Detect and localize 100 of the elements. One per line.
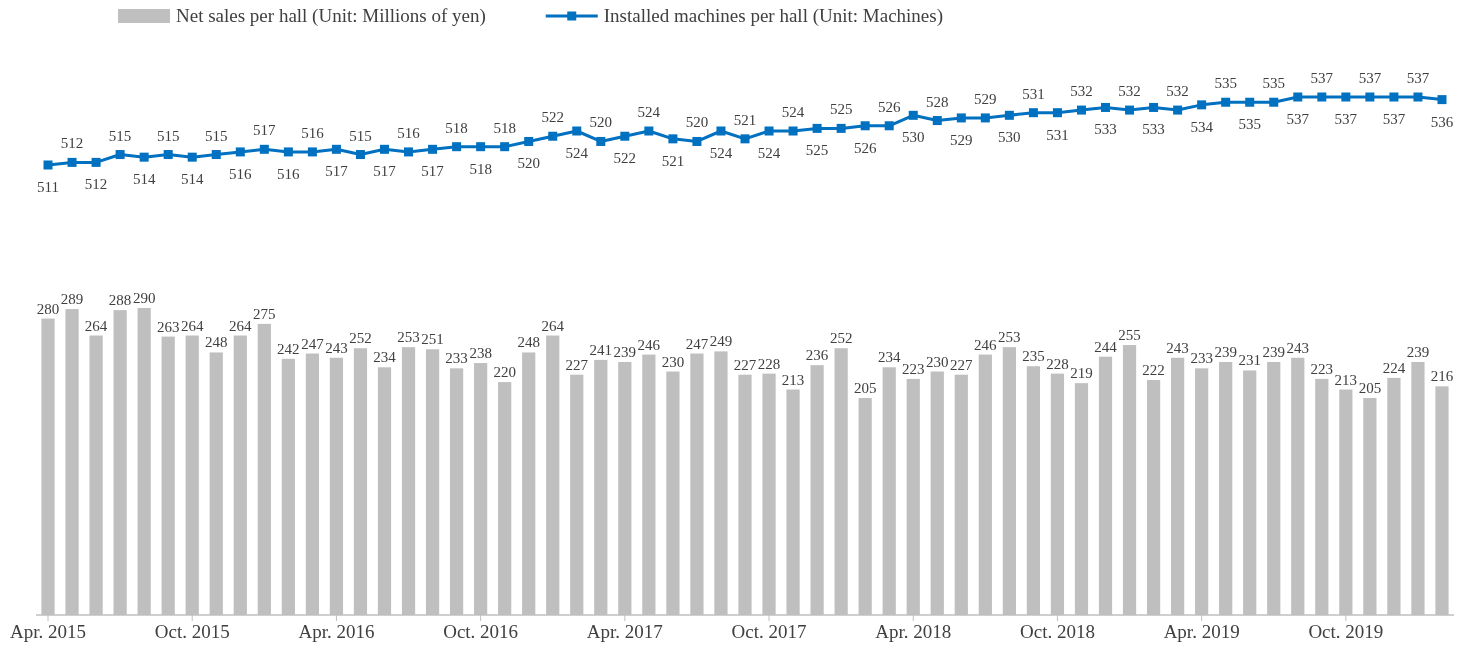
data-label: 524 — [757, 145, 781, 161]
point — [1437, 95, 1447, 105]
data-label: 216 — [1430, 368, 1454, 385]
data-label: 243 — [1166, 339, 1189, 356]
point — [476, 142, 486, 152]
data-label: 525 — [829, 101, 853, 118]
data-label: 227 — [950, 356, 974, 373]
point — [620, 131, 630, 141]
data-label: 264 — [84, 317, 108, 334]
data-label: 236 — [805, 347, 829, 364]
data-label: 233 — [445, 350, 468, 367]
point — [1221, 97, 1231, 107]
data-label: 288 — [108, 292, 132, 309]
point — [668, 134, 678, 144]
point — [812, 123, 822, 133]
point — [1004, 110, 1014, 120]
data-label: 515 — [349, 127, 372, 144]
data-label: 516 — [277, 165, 301, 182]
data-label: 530 — [998, 129, 1021, 146]
data-label: 518 — [469, 160, 492, 177]
data-label: 533 — [1094, 121, 1117, 138]
data-label: 537 — [1358, 70, 1382, 86]
data-label: 515 — [156, 127, 180, 144]
data-label: 537 — [1334, 111, 1358, 127]
data-label: 213 — [1334, 371, 1358, 388]
point — [283, 147, 293, 157]
data-label: 517 — [421, 163, 445, 180]
point — [428, 144, 438, 154]
data-label: 537 — [1286, 111, 1310, 127]
point — [1052, 108, 1062, 118]
data-label: 230 — [926, 353, 949, 370]
point — [1269, 97, 1279, 107]
data-label: 230 — [661, 353, 685, 370]
data-label: 289 — [60, 291, 84, 308]
data-label: 205 — [1358, 379, 1382, 396]
point — [884, 121, 894, 131]
data-label: 536 — [1430, 113, 1454, 130]
data-label: 511 — [37, 179, 59, 195]
data-label: 263 — [156, 318, 180, 335]
point — [548, 131, 558, 141]
point — [572, 126, 582, 136]
data-label: 517 — [373, 163, 397, 180]
point — [596, 136, 606, 146]
point — [764, 126, 774, 136]
data-label: 239 — [1262, 343, 1285, 360]
data-label: 535 — [1214, 75, 1237, 92]
data-label: 239 — [1214, 343, 1237, 360]
point — [1197, 100, 1207, 110]
point — [932, 116, 942, 126]
data-label: 243 — [1286, 339, 1310, 356]
data-label: 223 — [1310, 360, 1334, 377]
data-label: 253 — [998, 329, 1021, 346]
data-label: 512 — [84, 176, 108, 193]
data-label: 246 — [637, 336, 661, 353]
legend-label: Net sales per hall (Unit: Millions of yen) — [176, 5, 486, 27]
data-label: 228 — [757, 355, 781, 372]
point — [788, 126, 798, 136]
data-label: 239 — [613, 343, 637, 360]
data-label: 290 — [132, 290, 156, 306]
data-label: 247 — [301, 335, 325, 352]
data-label: 252 — [829, 330, 853, 347]
data-label: 512 — [60, 135, 84, 152]
data-label: 233 — [1190, 350, 1213, 367]
point — [1413, 92, 1423, 102]
point — [379, 144, 389, 154]
point — [355, 150, 365, 160]
point — [1389, 92, 1399, 102]
data-label: 241 — [589, 341, 613, 358]
point — [644, 126, 654, 136]
data-label: 525 — [805, 142, 829, 159]
x-tick-label: Apr. 2015 — [10, 621, 87, 643]
data-label: 280 — [36, 300, 60, 317]
data-label: 537 — [1310, 70, 1334, 86]
data-label: 222 — [1142, 361, 1165, 378]
data-label: 534 — [1190, 118, 1214, 135]
point — [187, 152, 197, 162]
data-label: 529 — [974, 90, 997, 107]
data-label: 518 — [493, 119, 516, 136]
data-label: 244 — [1094, 338, 1118, 355]
point — [331, 144, 341, 154]
point — [1076, 105, 1086, 115]
legend-label: Installed machines per hall (Unit: Machines) — [603, 5, 944, 27]
data-label: 520 — [589, 114, 613, 131]
data-label: 228 — [1046, 355, 1069, 372]
point — [1341, 92, 1351, 102]
data-label: 531 — [1022, 85, 1045, 102]
point — [980, 113, 990, 123]
data-label: 524 — [565, 145, 589, 161]
x-tick-label: Apr. 2018 — [875, 621, 952, 643]
data-label: 532 — [1166, 83, 1189, 100]
data-label: 517 — [253, 122, 277, 139]
data-label: 223 — [901, 360, 925, 377]
data-label: 264 — [180, 317, 204, 334]
data-label: 524 — [709, 145, 733, 161]
point — [1293, 92, 1303, 102]
data-label: 533 — [1142, 121, 1165, 138]
data-label: 205 — [853, 379, 877, 396]
x-tick-label: Apr. 2019 — [1163, 621, 1240, 643]
x-tick-label: Oct. 2019 — [1308, 621, 1384, 643]
point — [860, 121, 870, 131]
